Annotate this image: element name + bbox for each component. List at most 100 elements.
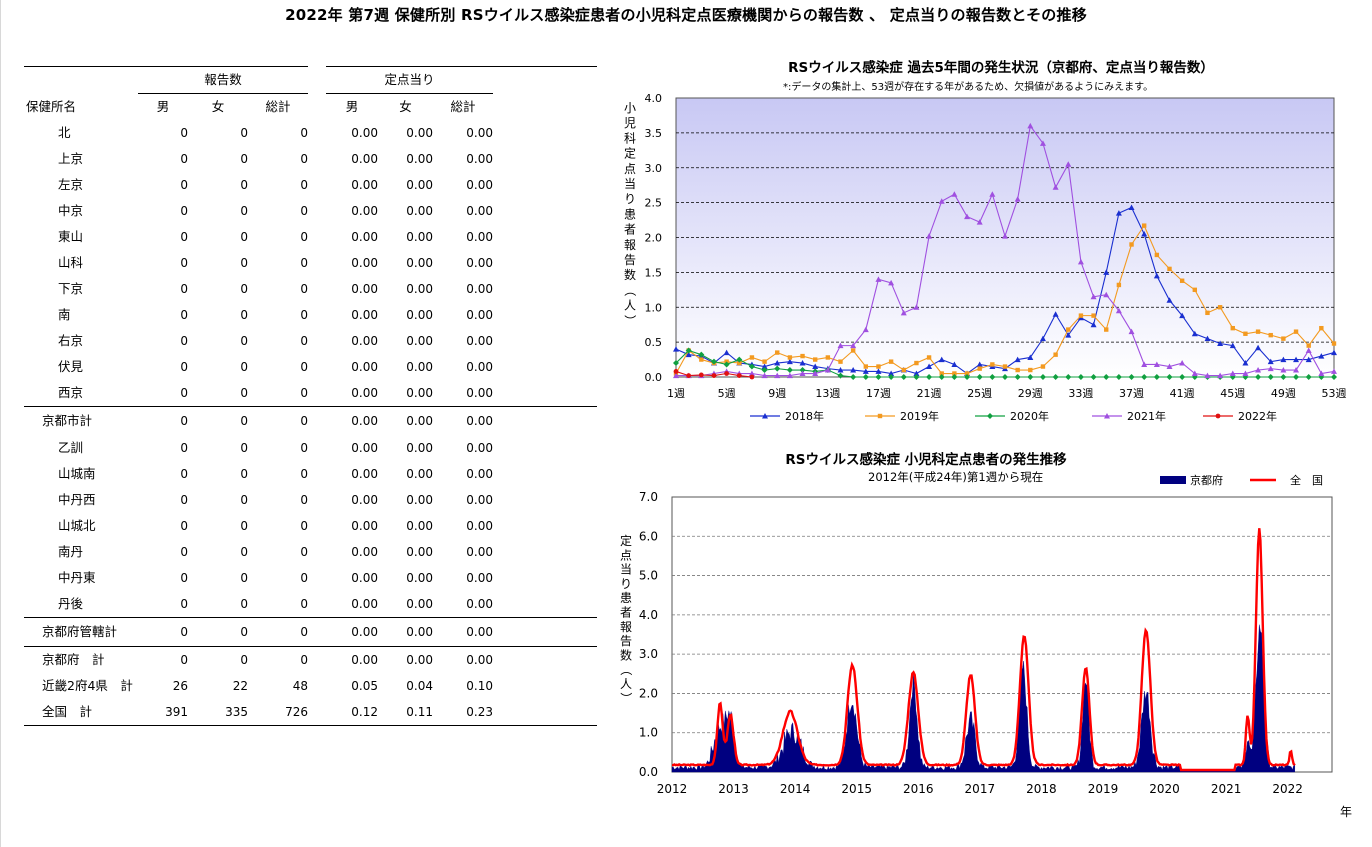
table-row: 京都市計 0 0 0 0.00 0.00 0.00 [24, 406, 598, 435]
chart1-point [1078, 313, 1084, 318]
chart1-point [939, 371, 944, 376]
total-rate: 0.00 [466, 256, 494, 270]
total-count-header: 総計 [265, 99, 291, 114]
female-count: 0 [240, 360, 248, 374]
male-rate: 0.00 [351, 545, 379, 559]
chart1-point [1154, 252, 1160, 258]
chart1-point [1040, 364, 1046, 369]
chart2-x-tick: 2013 [718, 782, 749, 796]
chart1-point [1014, 356, 1021, 363]
chart2-x-unit: 年 [1340, 805, 1352, 819]
female-count: 0 [240, 334, 248, 348]
chart1-point [748, 370, 755, 377]
chart1-point [1293, 329, 1299, 334]
chart1-x-tick: 25週 [967, 387, 992, 400]
chart1-x-tick: 5週 [718, 387, 736, 400]
chart1-point [774, 360, 781, 366]
chart1-point [1331, 374, 1337, 380]
table-row: 京都府管轄計 0 0 0 0.00 0.00 0.00 [24, 617, 598, 647]
chart1-point [837, 367, 844, 373]
chart1-point [938, 374, 945, 380]
chart1-point [875, 368, 882, 374]
table-group-header-row: 報告数 定点当り [24, 66, 598, 94]
chart1-point [1331, 349, 1337, 356]
chart1-point [1065, 374, 1072, 380]
male-count: 0 [180, 493, 188, 507]
chart1-point [1243, 331, 1248, 336]
chart2-y-tick: 2.0 [639, 686, 658, 700]
chart1-point [1293, 356, 1300, 363]
chart1-legend-item: 2021年 [1092, 409, 1166, 423]
chart1-title: RSウイルス感染症 過去5年間の発生状況（京都府、定点当り報告数） [788, 60, 1214, 76]
chart1-point [951, 361, 958, 367]
chart2-x-tick: 2019 [1088, 782, 1119, 796]
chart1-x-tick: 9週 [768, 387, 786, 400]
female-count: 0 [240, 152, 248, 166]
chart1-point [1153, 361, 1160, 367]
male-count: 0 [180, 178, 188, 192]
chart1-point [799, 370, 806, 377]
male-count: 0 [180, 467, 188, 481]
table-row: 乙訓 0 0 0 0.00 0.00 0.00 [24, 435, 597, 461]
female-rate: 0.00 [406, 545, 434, 559]
female-rate: 0.00 [406, 386, 434, 400]
male-count: 0 [138, 617, 188, 647]
chart1-legend-item: 2020年 [975, 409, 1049, 423]
table-row: 東山 0 0 0 0.00 0.00 0.00 [24, 224, 597, 250]
chart1-point [1229, 342, 1236, 349]
female-count: 0 [240, 256, 248, 270]
chart1-point [1179, 312, 1186, 319]
female-rate: 0.00 [406, 597, 434, 611]
total-rate: 0.00 [466, 282, 494, 296]
female-rate: 0.00 [406, 126, 434, 140]
chart1-point [964, 213, 971, 220]
chart1-note: *:データの集計上、53週が存在する年があるため、欠損値があるようにみえます。 [783, 82, 1154, 93]
chart1-point [1255, 367, 1262, 373]
chart1-point [1305, 374, 1312, 380]
health-center-name: 西京 [58, 385, 84, 400]
male-rate: 0.00 [351, 204, 379, 218]
reports-group-header: 報告数 [138, 66, 309, 94]
chart1-point [736, 356, 743, 363]
male-count: 0 [180, 308, 188, 322]
male-count: 0 [180, 230, 188, 244]
chart1-point [976, 374, 983, 380]
chart2-legend-kyoto: 京都府 [1160, 473, 1223, 487]
svg-text:報: 報 [620, 620, 632, 634]
female-rate: 0.00 [406, 178, 434, 192]
svg-text:）: ） [619, 692, 633, 704]
chart1-point [1141, 231, 1148, 237]
chart1-point [951, 374, 958, 380]
total-count: 0 [300, 441, 309, 455]
female-count: 0 [240, 178, 248, 192]
total-rate: 0.00 [466, 441, 494, 455]
chart1-point [786, 367, 793, 374]
chart1-series-2020年 [673, 347, 1337, 380]
table-row: 南 0 0 0 0.00 0.00 0.00 [24, 302, 597, 328]
table-row: 中丹東 0 0 0 0.00 0.00 0.00 [24, 565, 597, 591]
svg-text:数: 数 [620, 647, 632, 662]
table-row: 北 0 0 0 0.00 0.00 0.00 [24, 120, 597, 146]
chart1-legend-item: 2019年 [865, 409, 939, 423]
male-rate: 0.00 [351, 256, 379, 270]
female-count: 0 [240, 230, 248, 244]
chart1-point [1242, 370, 1249, 377]
chart1-point [1065, 161, 1072, 167]
male-count: 0 [180, 545, 188, 559]
female-count: 0 [240, 308, 248, 322]
chart1-x-tick: 37週 [1119, 387, 1144, 400]
table-row: 丹後 0 0 0 0.00 0.00 0.00 [24, 591, 597, 618]
chart1-point [850, 348, 856, 353]
male-count: 0 [138, 646, 188, 673]
total-rate: 0.10 [466, 679, 494, 693]
chart2-y-tick: 1.0 [639, 726, 658, 740]
chart1-point [913, 304, 920, 310]
svg-text:当: 当 [620, 563, 632, 577]
chart1-point [1268, 332, 1273, 338]
chart2-y-tick: 6.0 [639, 529, 658, 543]
total-count: 0 [300, 493, 309, 507]
chart1-point [1217, 305, 1223, 310]
svg-text:児: 児 [624, 116, 636, 130]
health-center-name: 南丹 [58, 544, 84, 559]
chart1-point [1230, 325, 1235, 331]
